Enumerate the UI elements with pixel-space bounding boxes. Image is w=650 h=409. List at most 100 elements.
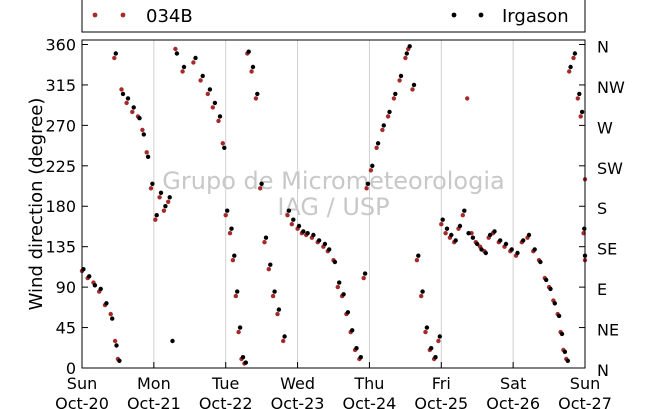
point-irgason xyxy=(104,301,109,306)
point-irgason xyxy=(311,232,316,238)
point-irgason xyxy=(387,109,392,115)
point-irgason xyxy=(433,355,438,360)
point-034b xyxy=(130,109,135,115)
watermark-text: IAG / USP xyxy=(277,193,389,221)
x-tick-date: Oct-24 xyxy=(343,394,397,409)
x-tick-date: Oct-25 xyxy=(414,394,468,409)
point-irgason xyxy=(565,358,570,363)
point-irgason xyxy=(250,64,256,70)
point-034b xyxy=(148,186,154,191)
point-034b xyxy=(180,69,185,74)
point-034b xyxy=(124,100,129,106)
point-034b xyxy=(361,275,366,281)
point-irgason xyxy=(568,64,573,70)
x-tick-date: Oct-22 xyxy=(199,394,253,409)
x-tick-day: Tue xyxy=(211,374,239,393)
point-034b xyxy=(230,258,236,263)
point-irgason xyxy=(276,307,282,312)
point-irgason xyxy=(212,100,218,106)
y-tick-label-right: W xyxy=(597,118,613,137)
y-tick-label: 270 xyxy=(45,116,76,135)
point-034b xyxy=(119,87,124,92)
point-irgason xyxy=(145,154,151,159)
point-034b xyxy=(144,150,149,155)
point-irgason xyxy=(526,232,532,238)
point-irgason xyxy=(114,343,119,348)
point-irgason xyxy=(407,44,412,49)
point-034b xyxy=(210,105,215,110)
point-034b xyxy=(575,96,580,101)
point-irgason xyxy=(462,208,467,213)
point-irgason xyxy=(411,82,417,88)
point-irgason xyxy=(272,289,277,294)
point-irgason xyxy=(475,241,480,247)
point-irgason xyxy=(113,51,119,56)
point-irgason xyxy=(503,241,509,247)
point-034b xyxy=(391,96,397,101)
point-irgason xyxy=(492,229,497,234)
point-irgason xyxy=(225,208,230,213)
point-irgason xyxy=(193,55,198,61)
point-034b xyxy=(173,46,178,52)
x-tick-date: Oct-23 xyxy=(271,394,325,409)
point-irgason xyxy=(398,73,404,79)
point-irgason xyxy=(577,91,582,97)
point-irgason xyxy=(120,91,126,97)
legend-marker-034b xyxy=(120,12,126,18)
point-034b xyxy=(460,213,465,218)
point-034b xyxy=(571,55,576,61)
point-034b xyxy=(368,168,374,173)
point-irgason xyxy=(440,217,445,222)
x-tick-date: Oct-27 xyxy=(558,394,612,409)
legend-label-irgason: Irgason xyxy=(502,6,569,27)
point-irgason xyxy=(237,325,243,330)
point-irgason xyxy=(404,51,409,56)
point-irgason xyxy=(286,208,292,213)
point-irgason xyxy=(235,289,240,294)
x-tick-day: Sun xyxy=(67,374,97,393)
point-034b xyxy=(567,69,572,74)
point-irgason xyxy=(365,181,371,186)
y-tick-label: 90 xyxy=(56,278,76,297)
point-034b xyxy=(227,231,233,236)
point-034b xyxy=(198,78,203,83)
point-034b xyxy=(166,199,171,204)
x-tick-day: Thu xyxy=(353,374,384,393)
point-irgason xyxy=(515,250,520,256)
point-034b xyxy=(266,267,271,272)
point-irgason xyxy=(509,247,514,252)
point-034b xyxy=(262,240,267,245)
plot-area xyxy=(82,40,585,368)
x-tick-day: Wed xyxy=(280,374,315,393)
point-034b xyxy=(220,141,225,146)
point-irgason xyxy=(559,331,565,337)
y-tick-label: 225 xyxy=(45,157,76,176)
point-irgason xyxy=(98,286,103,292)
point-034b xyxy=(233,293,238,299)
y-tick-label: 45 xyxy=(56,319,76,338)
point-034b xyxy=(385,114,391,119)
x-tick-day: Fri xyxy=(432,374,451,393)
point-irgason xyxy=(437,334,442,339)
point-irgason xyxy=(521,238,526,243)
point-irgason xyxy=(483,250,488,256)
point-034b xyxy=(289,222,294,227)
point-034b xyxy=(335,284,340,290)
point-irgason xyxy=(424,325,430,330)
point-irgason xyxy=(154,213,159,218)
point-irgason xyxy=(579,109,585,115)
point-irgason xyxy=(110,316,115,321)
point-irgason xyxy=(332,259,338,265)
point-irgason xyxy=(420,289,425,294)
point-irgason xyxy=(327,247,332,252)
point-irgason xyxy=(170,338,175,344)
point-irgason xyxy=(562,349,568,354)
point-034b xyxy=(465,96,470,101)
legend-marker-irgason xyxy=(451,12,457,18)
point-034b xyxy=(423,329,428,335)
point-034b xyxy=(275,311,280,317)
y-tick-label-right: S xyxy=(597,199,607,218)
point-irgason xyxy=(345,310,351,315)
point-034b xyxy=(281,338,286,344)
point-irgason xyxy=(291,217,296,222)
